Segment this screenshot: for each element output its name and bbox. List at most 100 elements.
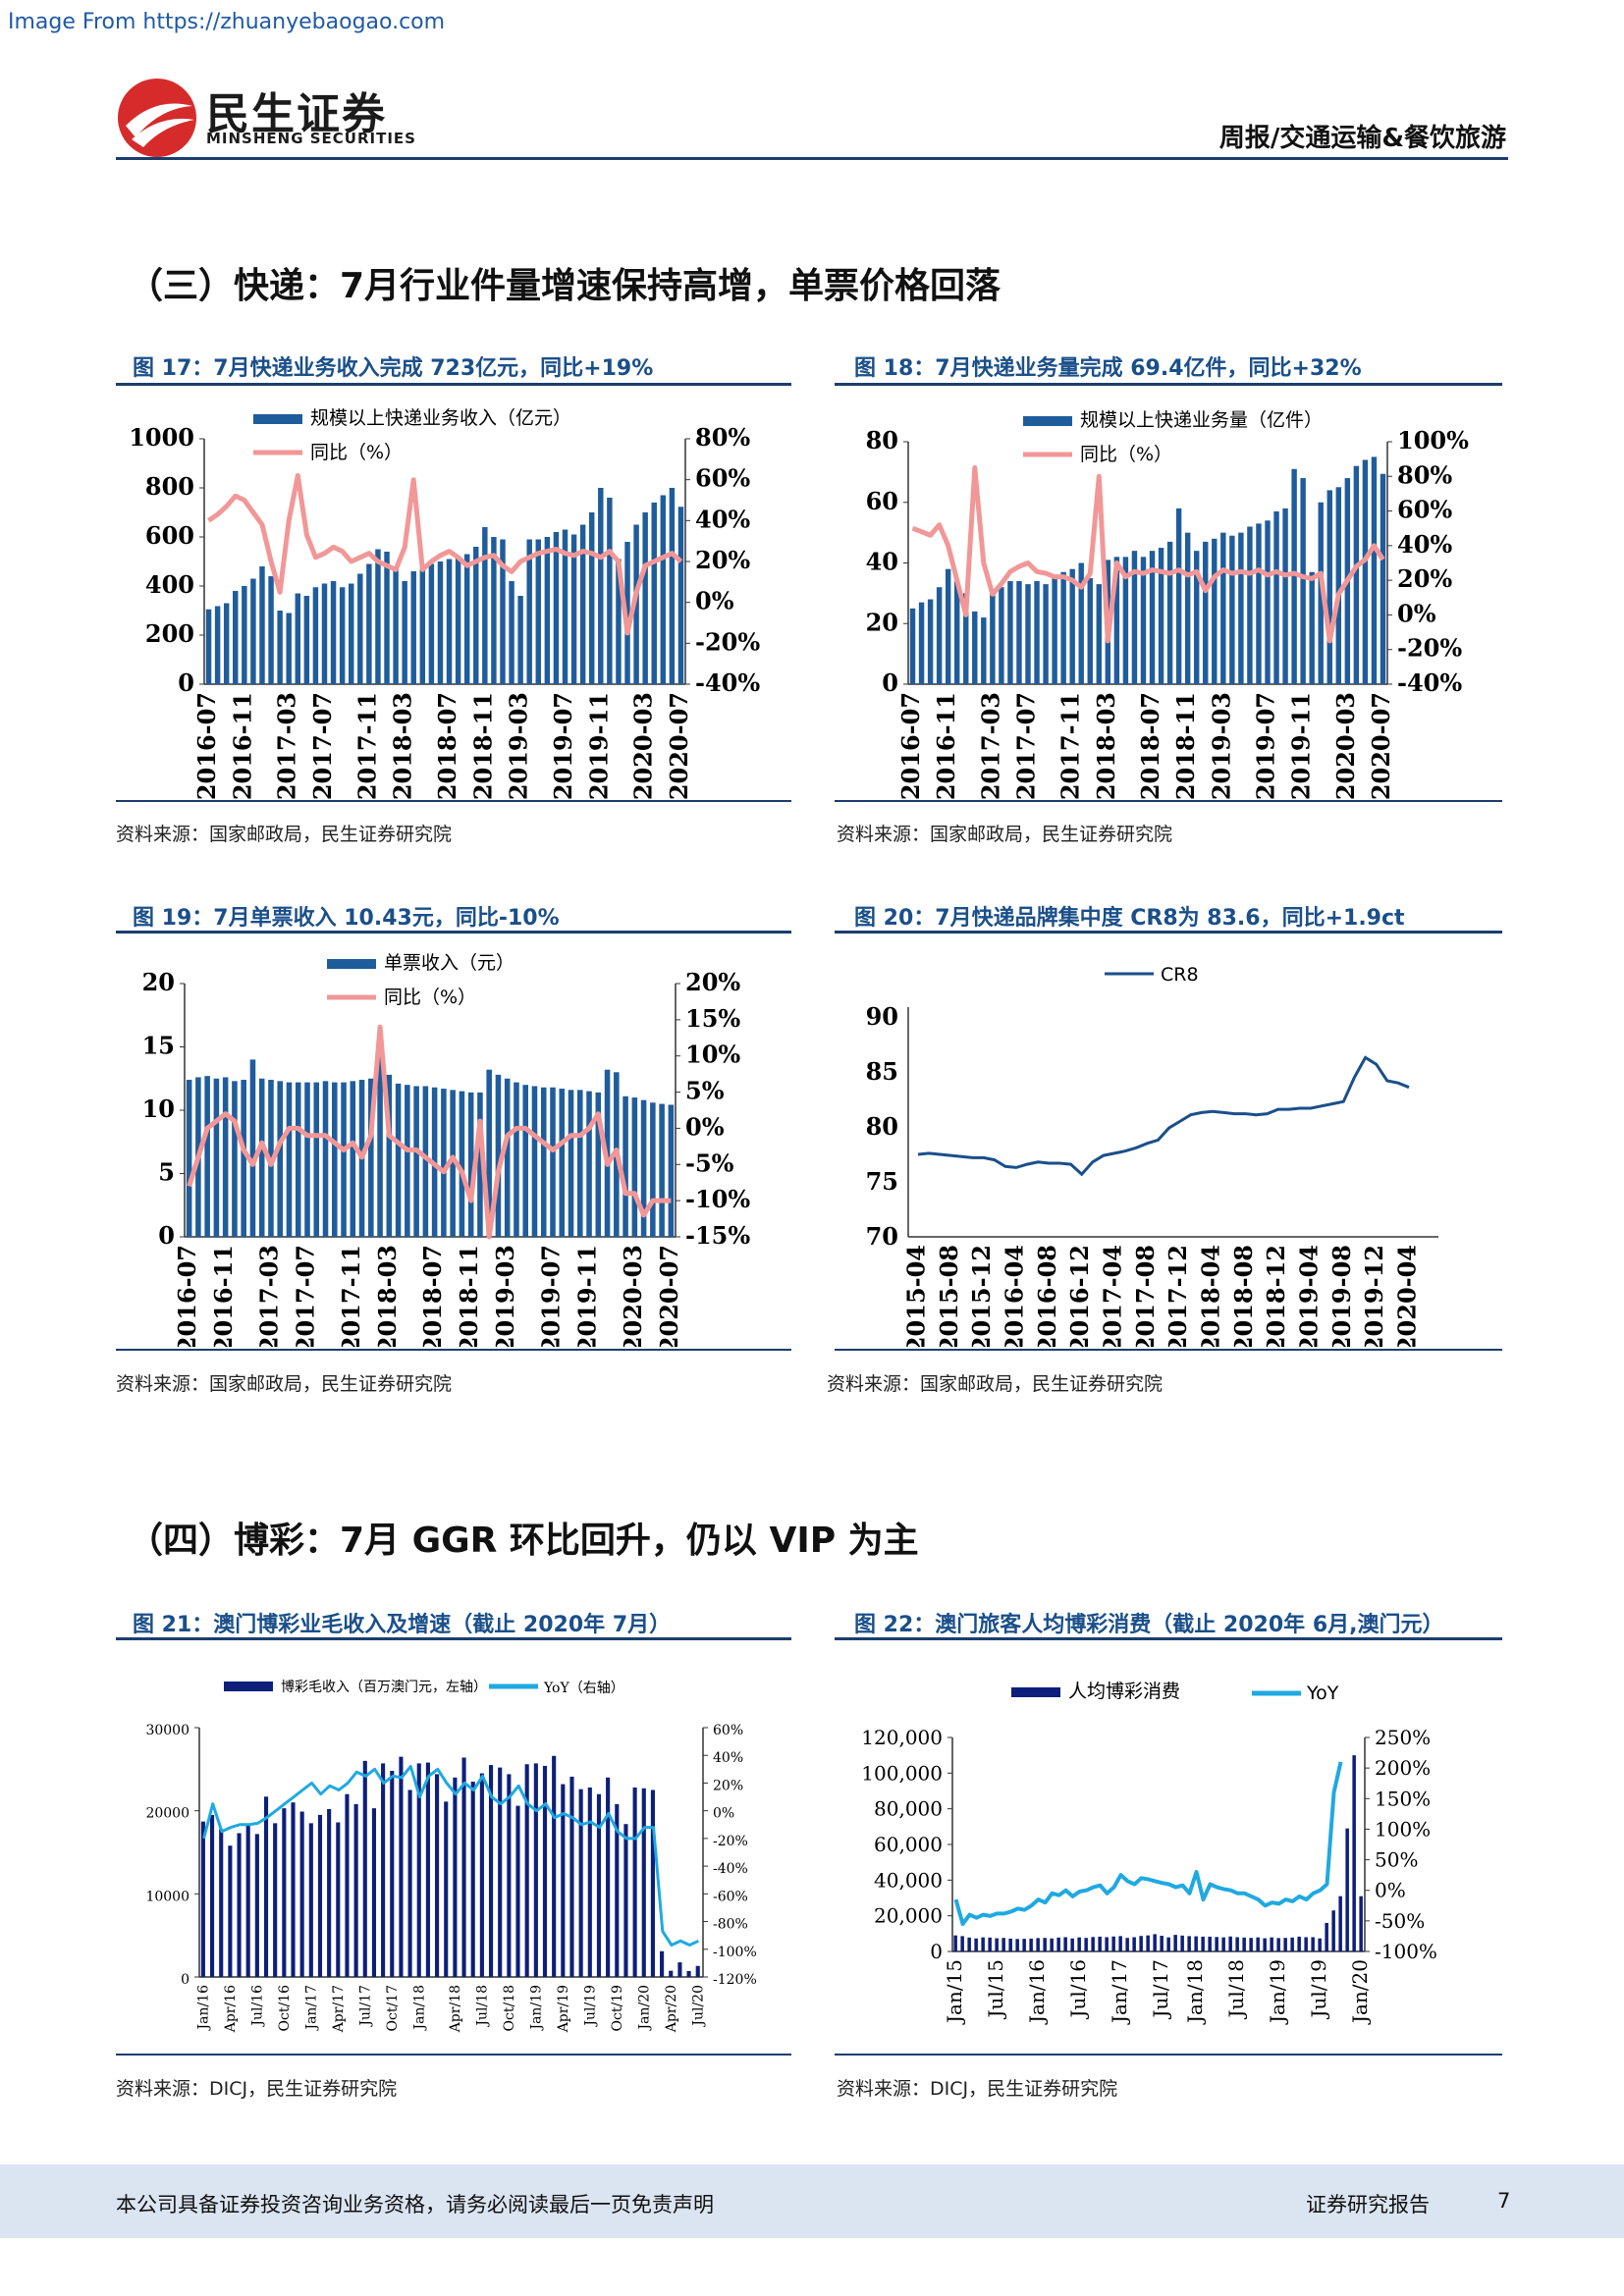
f17-bar <box>651 503 657 684</box>
f17-bar <box>428 563 435 684</box>
f18-bar <box>1335 487 1342 684</box>
f22-ytick-right: 0% <box>1375 1879 1406 1902</box>
f19-bar <box>405 1085 410 1237</box>
f19-xtick: 2019-11 <box>573 1245 602 1347</box>
f17-bar <box>535 539 541 684</box>
f21-bar <box>488 1765 494 1977</box>
f21-bar <box>660 1950 665 1977</box>
f18-line-series <box>911 465 1385 644</box>
f18-bar <box>1087 577 1093 684</box>
f20-xtick: 2017-08 <box>1131 1245 1160 1347</box>
f21-legend-line-label: YoY（右轴） <box>543 1681 624 1696</box>
f17-bar <box>437 561 444 684</box>
f22-bar <box>1221 1937 1225 1951</box>
f22-bar <box>1208 1936 1212 1951</box>
f22-bar <box>953 1935 957 1951</box>
f21-bar <box>444 1801 449 1977</box>
f22-bar <box>1056 1937 1060 1951</box>
f19-bar <box>650 1102 656 1237</box>
f22-bar <box>1283 1938 1287 1951</box>
f19-ytick-right: -15% <box>685 1221 750 1250</box>
f21-ytick-left: 0 <box>181 1972 189 1988</box>
f21-bar <box>569 1776 574 1977</box>
f18-xtick: 2019-11 <box>1287 692 1316 800</box>
f19-ytick-right: 0% <box>685 1112 725 1141</box>
f21-bar <box>317 1814 323 1977</box>
f17-ytick-right: 0% <box>695 587 734 615</box>
f21-bar <box>461 1757 466 1977</box>
f20-xtick: 2017-04 <box>1099 1245 1127 1347</box>
f22-bar <box>1235 1937 1239 1951</box>
f19-bar <box>386 1074 393 1237</box>
f18-xtick: 2020-07 <box>1367 692 1395 800</box>
f19-bar <box>222 1077 229 1237</box>
f19-bar <box>350 1081 356 1237</box>
f20-xtick: 2016-08 <box>1033 1245 1061 1347</box>
f18-bar <box>1362 459 1369 684</box>
f19-ytick-right: 5% <box>685 1077 725 1105</box>
f22-legend-bar-label: 人均博彩消费 <box>1068 1681 1180 1702</box>
f21-bar <box>200 1821 205 1977</box>
fig22-source: 资料来源：DICJ，民生证券研究院 <box>837 2078 1118 2100</box>
f21-bar <box>596 1793 602 1977</box>
fig18-line <box>835 383 1502 386</box>
f17-bar <box>473 547 479 684</box>
fig17-line <box>116 383 791 386</box>
f20-xtick: 2019-08 <box>1327 1245 1356 1347</box>
f17-bar <box>410 571 416 684</box>
f18-bar <box>1158 548 1164 684</box>
f21-xtick: Jan/19 <box>529 1985 545 2032</box>
f18-bar <box>1193 551 1200 684</box>
f19-xtick: 2018-03 <box>373 1245 402 1347</box>
f22-xtick: Jul/16 <box>1066 1959 1090 2019</box>
f20-ytick: 90 <box>866 1002 898 1031</box>
f17-bar <box>482 527 488 684</box>
f17-bar <box>544 537 551 684</box>
f21-bar <box>561 1784 566 1977</box>
f22-ytick-left: 0 <box>930 1940 943 1963</box>
f21-xtick: Oct/19 <box>610 1985 625 2031</box>
f19-bar <box>368 1078 374 1237</box>
f18-bar <box>1007 581 1013 684</box>
f21-bar <box>336 1822 341 1977</box>
f17-bar <box>633 524 639 684</box>
f20-xtick: 2015-12 <box>967 1245 996 1347</box>
f21-bar <box>479 1773 484 1977</box>
f19-bar <box>422 1086 429 1237</box>
f18-xtick: 2020-03 <box>1331 692 1360 800</box>
f18-xtick: 2016-07 <box>896 692 925 800</box>
f17-bar <box>455 557 461 684</box>
f17-bar <box>330 581 337 684</box>
f22-xtick: Jul/17 <box>1149 1959 1172 2019</box>
f22-bar <box>1001 1938 1005 1951</box>
f18-bar <box>918 602 925 684</box>
f22-ytick-left: 80,000 <box>874 1797 943 1821</box>
f17-bar <box>242 586 247 684</box>
f19-bar <box>586 1091 592 1237</box>
f21-xtick: Jan/17 <box>304 1985 320 2032</box>
f21-bar <box>623 1824 628 1977</box>
f18-xtick: 2018-07 <box>1136 692 1164 800</box>
f18-ytick-left: 80 <box>866 426 898 454</box>
f19-ytick-right: -5% <box>685 1148 734 1177</box>
f19-legend-bar-label: 单票收入（元） <box>384 952 514 974</box>
f21-bar <box>381 1763 386 1977</box>
f18-bar <box>972 611 978 684</box>
f21-bar <box>578 1789 583 1977</box>
f22-bar <box>1008 1938 1012 1951</box>
fig19-line <box>116 931 791 934</box>
f22-bar <box>988 1937 992 1951</box>
f22-bar <box>1125 1938 1129 1951</box>
f18-bar <box>1113 557 1120 684</box>
f22-bar <box>960 1936 964 1951</box>
f20-xtick: 2019-04 <box>1295 1245 1324 1347</box>
minsheng-logo-icon <box>118 79 196 157</box>
f18-ytick-left: 20 <box>866 608 898 636</box>
f22-ytick-left: 20,000 <box>874 1904 943 1928</box>
f17-bar <box>233 591 239 684</box>
f19-xtick: 2017-03 <box>254 1245 283 1347</box>
f21-xtick: Jul/19 <box>582 1985 598 2028</box>
f21-xtick: Jul/20 <box>690 1985 706 2028</box>
f18-bar <box>1353 465 1360 684</box>
f17-line-series <box>207 473 683 636</box>
